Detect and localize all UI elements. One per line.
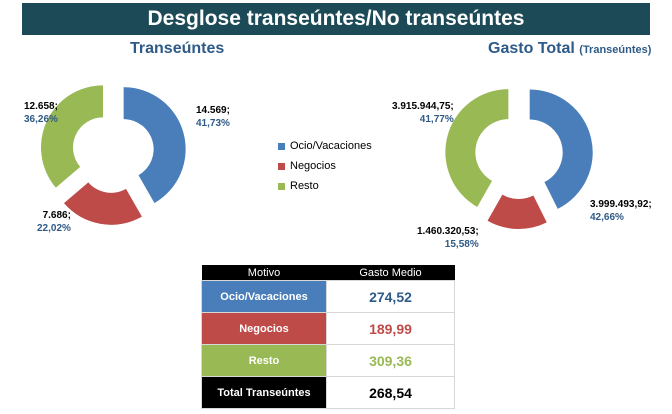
legend-item-ocio: Ocio/Vacaciones	[278, 136, 372, 156]
chart2-slice-negocios	[487, 194, 547, 229]
chart1-percent-resto: 36,26%	[24, 114, 58, 125]
row-value-negocios: 189,99	[326, 312, 455, 345]
chart2-label-resto: 3.915.944,75; 41,77%	[392, 100, 454, 126]
row-label-resto: Resto	[201, 344, 327, 377]
legend-item-resto: Resto	[278, 176, 372, 196]
header-motivo: Motivo	[201, 265, 327, 281]
table-header-row: Motivo Gasto Medio	[201, 265, 455, 281]
chart1-value-ocio: 14.569;	[196, 105, 230, 116]
chart2-percent-resto: 41,77%	[419, 114, 454, 125]
legend-label-resto: Resto	[290, 180, 319, 192]
table-row: Negocios 189,99	[201, 312, 455, 345]
chart1-label-resto: 12.658; 36,26%	[24, 100, 58, 126]
legend-label-negocios: Negocios	[290, 160, 336, 172]
chart2-label-negocios: 1.460.320,53; 15,58%	[417, 225, 479, 251]
chart2-title: Gasto Total (Transeúntes)	[488, 40, 651, 58]
chart2-slice-ocio	[529, 89, 593, 209]
chart1-label-negocios: 7.686; 22,02%	[37, 209, 71, 235]
header-gasto-medio: Gasto Medio	[326, 265, 455, 281]
chart1-percent-ocio: 41,73%	[196, 118, 230, 129]
row-label-ocio: Ocio/Vacaciones	[201, 280, 327, 313]
gasto-medio-table: Motivo Gasto Medio Ocio/Vacaciones 274,5…	[201, 265, 455, 409]
chart2-value-resto: 3.915.944,75;	[392, 101, 454, 112]
page-title-banner: Desglose transeúntes/No transeúntes	[22, 3, 650, 35]
row-label-total: Total Transeúntes	[201, 376, 327, 409]
row-value-resto: 309,36	[326, 344, 455, 377]
chart2-subtitle: (Transeúntes)	[579, 44, 652, 56]
legend: Ocio/Vacaciones Negocios Resto	[278, 136, 372, 196]
chart1-percent-negocios: 22,02%	[37, 223, 71, 234]
page-title: Desglose transeúntes/No transeúntes	[147, 7, 525, 30]
legend-item-negocios: Negocios	[278, 156, 372, 176]
legend-label-ocio: Ocio/Vacaciones	[290, 140, 372, 152]
chart2-percent-negocios: 15,58%	[444, 239, 479, 250]
chart1-slice-resto	[41, 85, 104, 188]
chart1-slice-negocios	[63, 182, 142, 225]
row-value-ocio: 274,52	[326, 280, 455, 313]
chart1-slice-ocio	[123, 87, 186, 203]
legend-swatch-negocios	[278, 162, 285, 170]
table-row: Ocio/Vacaciones 274,52	[201, 280, 455, 313]
legend-swatch-ocio	[278, 142, 285, 150]
chart2-slice-resto	[445, 89, 509, 207]
row-value-total: 268,54	[326, 376, 455, 409]
legend-swatch-resto	[278, 182, 285, 190]
table-row: Total Transeúntes 268,54	[201, 376, 455, 409]
chart2-label-ocio: 3.999.493,92; 42,66%	[590, 198, 652, 224]
chart2-percent-ocio: 42,66%	[590, 212, 624, 223]
chart2-value-negocios: 1.460.320,53;	[417, 226, 479, 237]
table-row: Resto 309,36	[201, 344, 455, 377]
chart1-value-resto: 12.658;	[24, 101, 58, 112]
chart1-title: Transeúntes	[130, 40, 225, 57]
chart2-value-ocio: 3.999.493,92;	[590, 199, 652, 210]
chart2-title-main: Gasto Total	[488, 40, 575, 57]
chart1-value-negocios: 7.686;	[42, 210, 71, 221]
chart1-label-ocio: 14.569; 41,73%	[196, 104, 230, 130]
row-label-negocios: Negocios	[201, 312, 327, 345]
